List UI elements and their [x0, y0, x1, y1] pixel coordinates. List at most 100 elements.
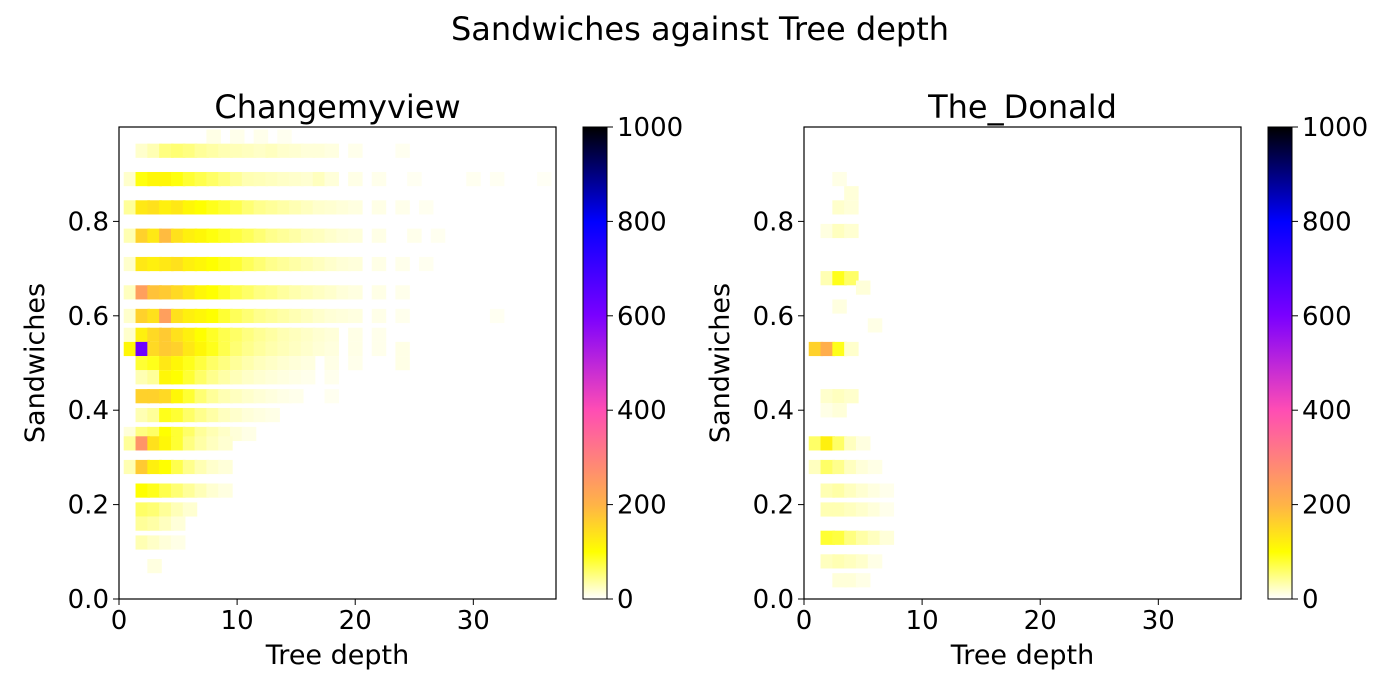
- heatmap-cell: [241, 228, 257, 243]
- heatmap-cell: [855, 573, 871, 588]
- heatmap-cell: [147, 502, 162, 517]
- x-tick-label: 30: [1142, 606, 1175, 636]
- y-tick-label: 0.2: [753, 491, 794, 521]
- heatmap-cell: [348, 285, 363, 300]
- heatmap-cell: [218, 228, 233, 243]
- colorbar-tick-label: 0: [617, 585, 634, 615]
- heatmap-cell: [182, 389, 198, 404]
- heatmap-cell: [230, 356, 245, 371]
- heatmap-cell: [324, 228, 339, 243]
- heatmap-cell: [135, 256, 151, 272]
- heatmap-cell: [277, 171, 292, 187]
- heatmap-cell: [265, 389, 280, 404]
- heatmap-cell: [844, 502, 859, 517]
- heatmap-cell: [147, 200, 162, 215]
- heatmap-cell: [253, 129, 269, 144]
- y-tick-label: 0.4: [68, 396, 109, 426]
- heatmap-cell: [312, 341, 328, 357]
- x-tick-label: 30: [457, 606, 490, 636]
- colorbar-gradient: [1267, 126, 1293, 600]
- heatmap-cell: [348, 228, 363, 243]
- y-axis-label: Sandwiches: [20, 283, 51, 443]
- heatmap-cell: [218, 285, 233, 300]
- heatmap-cell: [170, 459, 186, 475]
- heatmap-cell: [300, 370, 316, 385]
- heatmap-cell: [123, 436, 139, 451]
- heatmap-cell: [253, 228, 269, 243]
- heatmap-cell: [182, 200, 198, 215]
- heatmap-cell: [135, 535, 151, 550]
- heatmap-cell: [832, 502, 847, 517]
- heatmap-cell: [489, 308, 505, 324]
- heatmap-cell: [170, 285, 186, 300]
- heatmap-cell: [820, 483, 836, 498]
- heatmap-cell: [182, 407, 198, 423]
- heatmap-cell: [206, 308, 221, 324]
- heatmap-cell: [182, 436, 198, 451]
- heatmap-cell: [265, 327, 280, 342]
- y-tick-label: 0.4: [753, 396, 794, 426]
- heatmap-cell: [832, 530, 847, 545]
- heatmap-cell: [218, 327, 233, 342]
- heatmap-cell: [147, 535, 162, 550]
- heatmap-cell: [820, 554, 836, 569]
- heatmap-cell: [241, 200, 257, 215]
- heatmap-cell: [206, 436, 221, 451]
- heatmap-cell: [182, 356, 198, 371]
- heatmap-cell: [194, 228, 210, 243]
- heatmap-cell: [218, 483, 233, 498]
- heatmap-cell: [844, 573, 859, 588]
- heatmap-cell: [820, 502, 836, 517]
- heatmap-cell: [147, 516, 162, 531]
- heatmap-cell: [489, 171, 505, 187]
- heatmap-cell: [324, 370, 339, 385]
- heatmap-cell: [348, 143, 363, 158]
- heatmap-cell: [430, 228, 446, 243]
- heatmap-cell: [844, 436, 859, 451]
- heatmap-cell: [206, 256, 221, 272]
- heatmap-cell: [312, 308, 328, 324]
- heatmap-cell: [855, 280, 871, 295]
- heatmap-cell: [159, 356, 174, 371]
- heatmap-cell: [206, 200, 221, 215]
- heatmap-cell: [300, 327, 316, 342]
- heatmap-cell: [194, 341, 210, 357]
- heatmap-cell: [832, 341, 847, 357]
- heatmap-cell: [170, 356, 186, 371]
- panel-1: Changemyview 0 10 20 30 0.0 0.2 0.4 0.6 0.8 Tree d…: [20, 88, 683, 671]
- heatmap-cell: [194, 459, 210, 475]
- heatmap-cell: [820, 403, 836, 418]
- heatmap-cell: [371, 341, 387, 357]
- heatmap-cell: [218, 256, 233, 272]
- x-tick-label: 10: [221, 606, 254, 636]
- heatmap-cell: [182, 483, 198, 498]
- heatmap-cell: [230, 228, 245, 243]
- colorbar-tick-label: 0: [1302, 585, 1319, 615]
- heatmap-cell: [844, 459, 859, 475]
- heatmap-cell: [123, 459, 139, 475]
- heatmap-cell: [265, 143, 280, 158]
- heatmap-cell: [808, 436, 824, 451]
- heatmap-cell: [135, 459, 151, 475]
- heatmap-cell: [147, 459, 162, 475]
- heatmap-cell: [277, 370, 292, 385]
- heatmap-cell: [147, 559, 162, 574]
- heatmap-cell: [395, 256, 410, 272]
- heatmap-cell: [324, 200, 339, 215]
- heatmap-cell: [253, 285, 269, 300]
- heatmap-cell: [147, 285, 162, 300]
- heatmap-cell: [289, 389, 304, 404]
- heatmap-cell: [253, 341, 269, 357]
- heatmap-cell: [123, 256, 139, 272]
- heatmap-cell: [253, 308, 269, 324]
- heatmap-cell: [135, 200, 151, 215]
- heatmap-cell: [123, 171, 139, 187]
- heatmap-cell: [289, 228, 304, 243]
- heatmap-cell: [253, 356, 269, 371]
- heatmap-cell: [312, 228, 328, 243]
- heatmap-cell: [855, 483, 871, 498]
- heatmap-cell: [277, 285, 292, 300]
- heatmap-cell: [312, 143, 328, 158]
- heatmap-cell: [371, 228, 387, 243]
- heatmap-cell: [241, 327, 257, 342]
